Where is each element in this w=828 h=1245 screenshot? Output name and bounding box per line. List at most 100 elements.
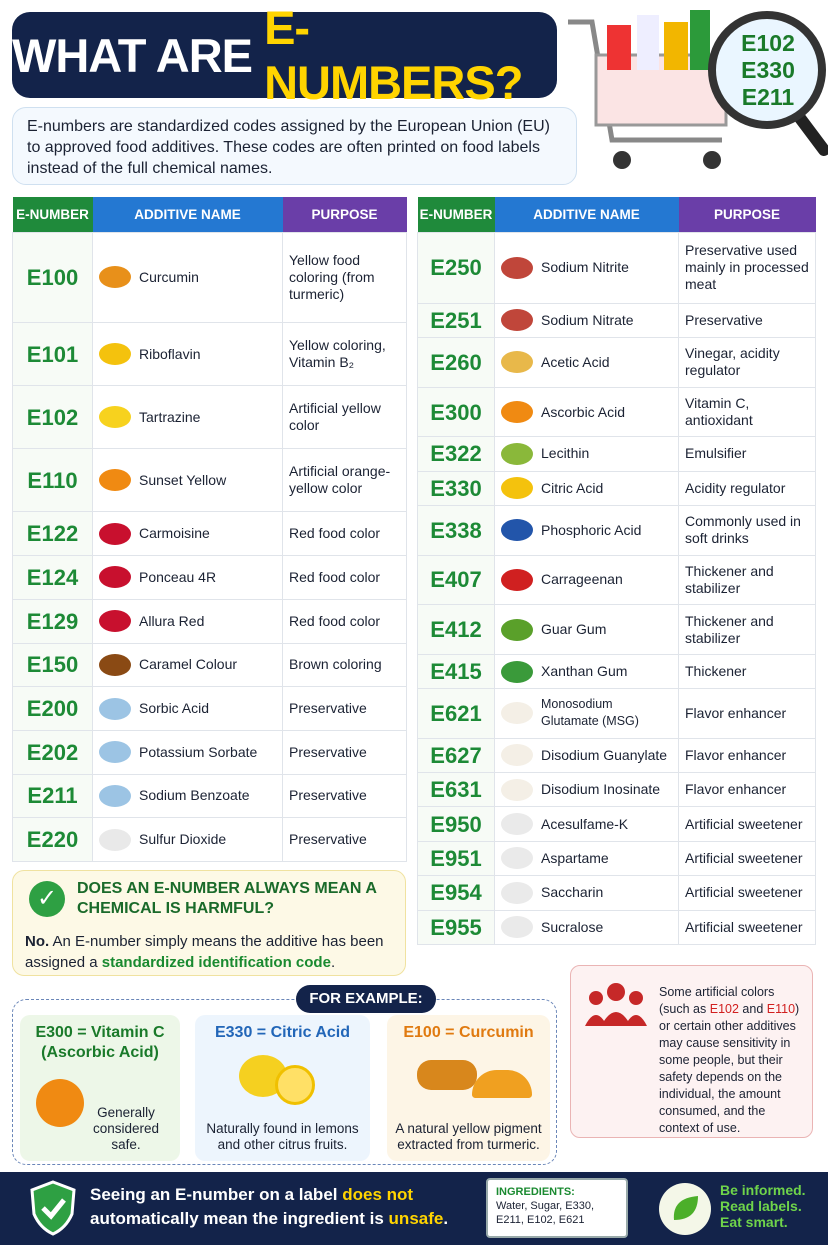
additive-cell: Potassium Sorbate <box>92 729 283 775</box>
additive-name: Ponceau 4R <box>139 568 217 585</box>
table-row: E260 Acetic Acid Vinegar, acidity regulato… <box>417 337 816 388</box>
additive-icon <box>99 653 131 676</box>
card-text: Naturally found in lemons and other citr… <box>206 1121 359 1152</box>
purpose: Yellow coloring, Vitamin B₂ <box>282 322 407 387</box>
table-row: E322 Lecithin Emulsifier <box>417 436 816 472</box>
code: E102 <box>741 30 795 56</box>
column-header: PURPOSE <box>678 197 816 232</box>
footer-message: Seeing an E-number on a label does not a… <box>90 1183 480 1231</box>
additive-icon <box>501 477 533 500</box>
title-highlight: E-NUMBERS? <box>264 1 523 109</box>
check-icon: ✓ <box>29 881 65 917</box>
slogan-line: Read labels. <box>720 1198 802 1214</box>
additive-cell: Caramel Colour <box>92 642 283 688</box>
purpose: Preservative <box>282 817 407 862</box>
purpose: Yellow food coloring (from turmeric) <box>282 231 407 324</box>
ingredients-list: Water, Sugar, E330, E211, E102, E621 <box>496 1200 595 1226</box>
table-row: E220 Sulfur Dioxide Preservative <box>12 817 407 862</box>
e-number: E407 <box>417 554 495 606</box>
additive-cell: Sucralose <box>494 909 679 945</box>
additive: Citric Acid <box>501 477 672 500</box>
additive-icon <box>501 847 533 870</box>
left-table: E-NUMBER ADDITIVE NAME PURPOSE E100 Curcumin… <box>12 197 407 862</box>
purpose: Thickener <box>678 653 816 690</box>
additive-name: Allura Red <box>139 612 205 629</box>
examples-title: FOR EXAMPLE: <box>296 985 436 1013</box>
purpose: Flavor enhancer <box>678 772 816 808</box>
e-number: E955 <box>417 909 495 945</box>
header-row: E-NUMBER ADDITIVE NAME PURPOSE <box>12 197 407 232</box>
purpose: Emulsifier <box>678 436 816 472</box>
purpose: Flavor enhancer <box>678 688 816 739</box>
additive-cell: Lecithin <box>494 436 679 472</box>
e-number: E251 <box>417 302 495 339</box>
e-number: E124 <box>12 555 93 600</box>
purpose: Red food color <box>282 555 407 600</box>
additive-cell: Allura Red <box>92 598 283 644</box>
additive-icon <box>501 351 533 374</box>
additive-icon <box>99 610 131 633</box>
additive-cell: Acetic Acid <box>494 337 679 388</box>
example-card: E300 = Vitamin C (Ascorbic Acid) General… <box>20 1015 180 1161</box>
additive: Curcumin <box>99 266 276 289</box>
leaf-icon <box>659 1183 711 1235</box>
card-text: Generally considered safe. <box>92 1105 160 1152</box>
table-row: E627 Disodium Guanylate Flavor enhancer <box>417 737 816 774</box>
purpose: Acidity regulator <box>678 470 816 507</box>
additive-name: Carrageenan <box>541 571 623 588</box>
answer-highlight: standardized identification code <box>101 954 331 971</box>
header-row: E-NUMBER ADDITIVE NAME PURPOSE <box>417 197 816 232</box>
additive: Caramel Colour <box>99 653 276 676</box>
additive-icon <box>99 566 131 589</box>
additive: Sodium Benzoate <box>99 784 276 807</box>
additive-name: Citric Acid <box>541 479 604 496</box>
warning-code: E110 <box>766 1002 796 1016</box>
table-row: E955 Sucralose Artificial sweetener <box>417 909 816 945</box>
additive-name: Guar Gum <box>541 621 607 638</box>
footer-text: automatically mean the ingredient is <box>90 1209 384 1228</box>
additive-icon <box>99 343 131 366</box>
additive-name: Sunset Yellow <box>139 471 227 488</box>
additive: Phosphoric Acid <box>501 519 672 542</box>
answer-text: An E-number simply means the additive ha… <box>25 933 384 971</box>
table-row: E631 Disodium Inosinate Flavor enhancer <box>417 772 816 808</box>
table-row: E150 Caramel Colour Brown coloring <box>12 642 407 688</box>
right-table: E-NUMBER ADDITIVE NAME PURPOSE E250 Sodium N… <box>417 197 816 945</box>
purpose: Preservative <box>282 686 407 731</box>
faq-answer: No. An E-number simply means the additiv… <box>25 931 405 973</box>
purpose: Artificial sweetener <box>678 875 816 911</box>
additive-cell: Sodium Benzoate <box>92 773 283 819</box>
additive-icon <box>99 828 131 851</box>
additive-name: Riboflavin <box>139 345 201 362</box>
warning-text: ) or certain other additives may cause s… <box>659 1002 800 1135</box>
additive-name: Potassium Sorbate <box>139 743 258 760</box>
answer-end: . <box>330 954 336 971</box>
table-row: E300 Ascorbic Acid Vitamin C, antioxidant <box>417 386 816 438</box>
table-row: E110 Sunset Yellow Artificial orange-yello… <box>12 448 407 513</box>
table-row: E950 Acesulfame-K Artificial sweetener <box>417 806 816 842</box>
additive-icon <box>99 741 131 764</box>
additive-icon <box>501 401 533 423</box>
additive-cell: Xanthan Gum <box>494 653 679 690</box>
additive-icon <box>99 522 131 545</box>
additive: Acesulfame-K <box>501 813 672 836</box>
additive: Sulfur Dioxide <box>99 828 276 851</box>
additive-cell: Disodium Guanylate <box>494 737 679 774</box>
footer-highlight: unsafe <box>388 1209 444 1228</box>
additive-name: Aspartame <box>541 849 609 866</box>
additive-icon <box>501 702 533 725</box>
additive-icon <box>501 660 533 683</box>
additive-icon <box>501 618 533 641</box>
additive-icon <box>99 266 131 289</box>
additive-name: Saccharin <box>541 884 604 901</box>
additive: Sorbic Acid <box>99 697 276 720</box>
additive: Ponceau 4R <box>99 566 276 589</box>
slogan-line: Be informed. <box>720 1182 806 1198</box>
additive-name: Lecithin <box>541 445 590 462</box>
column-header: ADDITIVE NAME <box>92 197 283 232</box>
additive-cell: Monosodium Glutamate (MSG) <box>494 688 679 739</box>
additive-name: Monosodium Glutamate (MSG) <box>541 697 639 729</box>
additive: Saccharin <box>501 881 672 904</box>
e-number: E250 <box>417 231 495 304</box>
additive-icon <box>501 309 533 332</box>
